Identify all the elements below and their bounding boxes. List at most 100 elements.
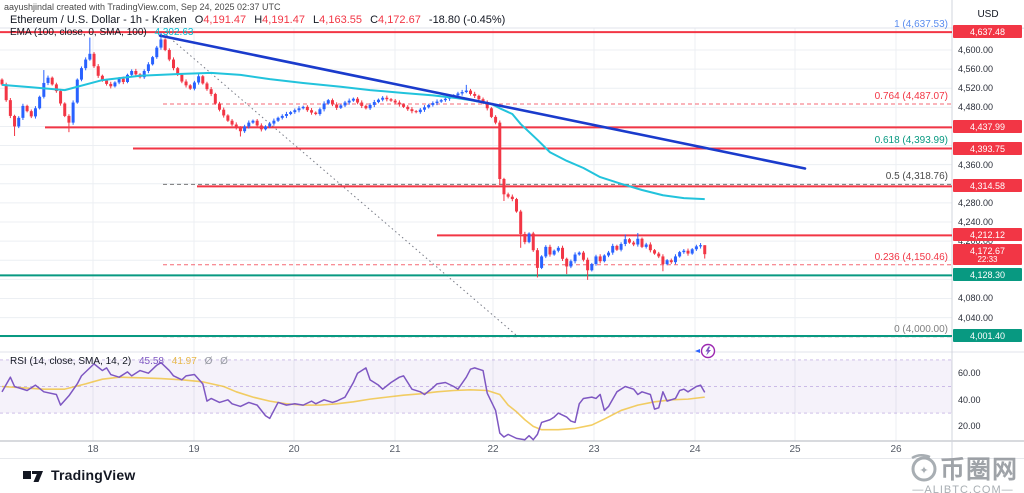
candle-body [393, 100, 397, 103]
candle-body [50, 77, 54, 85]
rsi-tick-label: 60.00 [958, 368, 981, 379]
candle-body [201, 76, 205, 84]
tradingview-logo [23, 471, 43, 482]
candle-body [109, 83, 113, 87]
candle-body [59, 91, 63, 104]
candle-body [142, 71, 146, 78]
rsi-value: 45.58 [138, 356, 164, 367]
candle-body [54, 84, 58, 92]
candle-body [502, 179, 506, 195]
candle-body [67, 115, 71, 123]
price-tick-label: 4,480.00 [958, 102, 994, 113]
fib-level-label: 0.764 (4,487.07) [874, 90, 948, 102]
candle-body [347, 100, 351, 103]
candle-body [188, 85, 192, 89]
rsi-ma-value: 41.97 [171, 356, 197, 367]
ema-100-line[interactable] [1, 71, 705, 201]
candle-body [540, 256, 544, 268]
price-chip-4,172.67: 4,172.67 22:33 [953, 244, 1022, 266]
candle-body [678, 252, 682, 257]
candle-body [703, 245, 707, 255]
candle-body [134, 71, 138, 75]
candle-body [598, 256, 602, 262]
price-tick-label: 4,560.00 [958, 64, 994, 75]
rsi-band-upper-empty: Ø [204, 356, 213, 367]
candle-body [556, 247, 560, 251]
price-chip-value: 4,212.12 [969, 230, 1006, 241]
candle-body [586, 259, 590, 271]
currency-label: USD [977, 8, 999, 20]
attribution-text: aayushjindal created with TradingView.co… [4, 2, 281, 12]
candle-body [326, 100, 330, 104]
candle-body [690, 249, 694, 254]
fib-diagonal-line[interactable] [162, 31, 519, 338]
candle-body [105, 80, 109, 84]
candle-body [611, 245, 615, 253]
fib-level-label: 0.618 (4,393.99) [874, 135, 948, 147]
price-chip-4,314.58: 4,314.58 [953, 179, 1022, 193]
candle-body [510, 196, 514, 200]
price-tick-label: 4,600.00 [958, 44, 994, 55]
time-tick-label: 18 [87, 444, 99, 455]
candle-body [623, 239, 627, 244]
candle-body [318, 109, 322, 115]
site-watermark-logo-icon: ✦ [911, 454, 937, 482]
candle-body [364, 105, 368, 109]
candle-body [38, 96, 42, 109]
time-tick-label: 26 [890, 444, 902, 455]
candle-body [8, 100, 12, 116]
candle-body [234, 124, 238, 128]
candle-body [494, 116, 498, 123]
candle-body [515, 199, 519, 212]
candle-body [88, 53, 92, 60]
fib-level-label: 0 (4,000.00) [894, 323, 948, 335]
candle-body [184, 81, 188, 86]
candle-body [330, 100, 334, 105]
site-watermark-name: 币圈网 [939, 456, 1018, 484]
candle-body [544, 246, 548, 257]
time-tick-label: 23 [588, 444, 600, 455]
candle-body [640, 238, 644, 247]
descending-trendline[interactable] [158, 34, 807, 170]
candle-body [602, 255, 606, 262]
price-chip-4,128.30: 4,128.30 [953, 268, 1022, 282]
candle-body [506, 194, 510, 197]
candle-body [590, 264, 594, 271]
candle-body [523, 233, 527, 243]
fib-retracement[interactable] [162, 31, 952, 338]
candle-body [276, 117, 280, 121]
candle-body [289, 112, 293, 115]
candle-body [255, 120, 259, 126]
ohlc-open-label: O [194, 14, 204, 26]
candle-body [213, 93, 217, 104]
time-tick-label: 24 [689, 444, 701, 455]
candle-body [280, 115, 284, 118]
price-chip-value: 4,128.30 [969, 270, 1006, 281]
candle-body [657, 253, 661, 257]
tradingview-brand[interactable]: TradingView [22, 467, 135, 483]
price-tick-label: 4,200.00 [958, 236, 994, 247]
candle-series [0, 32, 707, 280]
candle-body [385, 97, 389, 100]
candle-body [615, 245, 619, 250]
candle-body [46, 77, 50, 83]
candle-body [4, 84, 8, 101]
fib-level-label: 1 (4,637.53) [894, 19, 948, 31]
candle-body [121, 78, 125, 82]
candle-body [619, 244, 623, 250]
price-tick-label: 4,280.00 [958, 197, 994, 208]
time-tick-label: 20 [288, 444, 300, 455]
fib-level-label: 0.236 (4,150.46) [874, 251, 948, 263]
candle-body [335, 104, 339, 108]
bolt-marker-icon[interactable] [694, 341, 716, 366]
candle-body [314, 112, 318, 115]
candle-body [92, 53, 96, 67]
candle-body [427, 104, 431, 108]
rsi-pane[interactable] [0, 359, 952, 441]
candle-body [498, 122, 502, 180]
candle-body [565, 258, 569, 267]
candle-body [406, 106, 410, 110]
candle-body [607, 252, 611, 256]
